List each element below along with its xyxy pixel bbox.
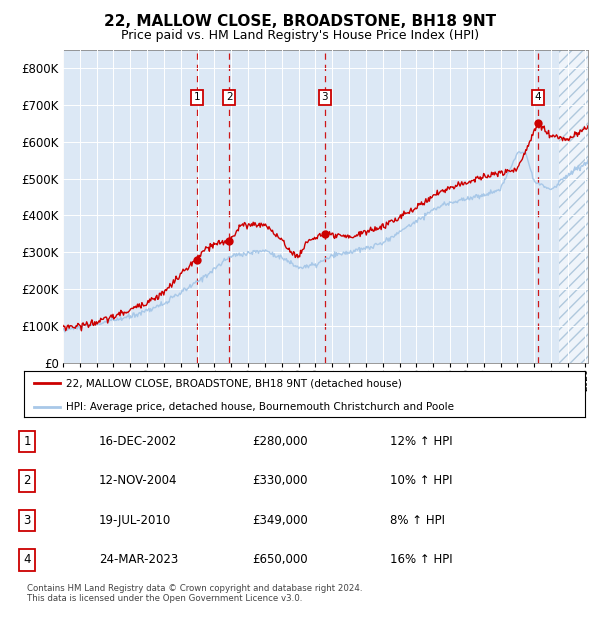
Text: 3: 3: [322, 92, 328, 102]
Text: £650,000: £650,000: [252, 554, 308, 567]
Text: 22, MALLOW CLOSE, BROADSTONE, BH18 9NT: 22, MALLOW CLOSE, BROADSTONE, BH18 9NT: [104, 14, 496, 29]
Text: 12-NOV-2004: 12-NOV-2004: [99, 474, 178, 487]
Text: 19-JUL-2010: 19-JUL-2010: [99, 514, 171, 527]
Text: 10% ↑ HPI: 10% ↑ HPI: [390, 474, 452, 487]
Text: 16% ↑ HPI: 16% ↑ HPI: [390, 554, 452, 567]
Text: 2: 2: [23, 474, 31, 487]
Text: HPI: Average price, detached house, Bournemouth Christchurch and Poole: HPI: Average price, detached house, Bour…: [66, 402, 454, 412]
Text: 1: 1: [23, 435, 31, 448]
Text: 8% ↑ HPI: 8% ↑ HPI: [390, 514, 445, 527]
Text: £280,000: £280,000: [252, 435, 308, 448]
Text: Price paid vs. HM Land Registry's House Price Index (HPI): Price paid vs. HM Land Registry's House …: [121, 29, 479, 42]
Text: £330,000: £330,000: [252, 474, 308, 487]
Text: 4: 4: [23, 554, 31, 567]
Text: 22, MALLOW CLOSE, BROADSTONE, BH18 9NT (detached house): 22, MALLOW CLOSE, BROADSTONE, BH18 9NT (…: [66, 378, 402, 388]
Text: £349,000: £349,000: [252, 514, 308, 527]
Text: 3: 3: [23, 514, 31, 527]
Text: 2: 2: [226, 92, 232, 102]
Text: 16-DEC-2002: 16-DEC-2002: [99, 435, 177, 448]
Text: 24-MAR-2023: 24-MAR-2023: [99, 554, 178, 567]
Text: Contains HM Land Registry data © Crown copyright and database right 2024.
This d: Contains HM Land Registry data © Crown c…: [27, 584, 362, 603]
Text: 4: 4: [535, 92, 541, 102]
Text: 1: 1: [194, 92, 200, 102]
Text: 12% ↑ HPI: 12% ↑ HPI: [390, 435, 452, 448]
